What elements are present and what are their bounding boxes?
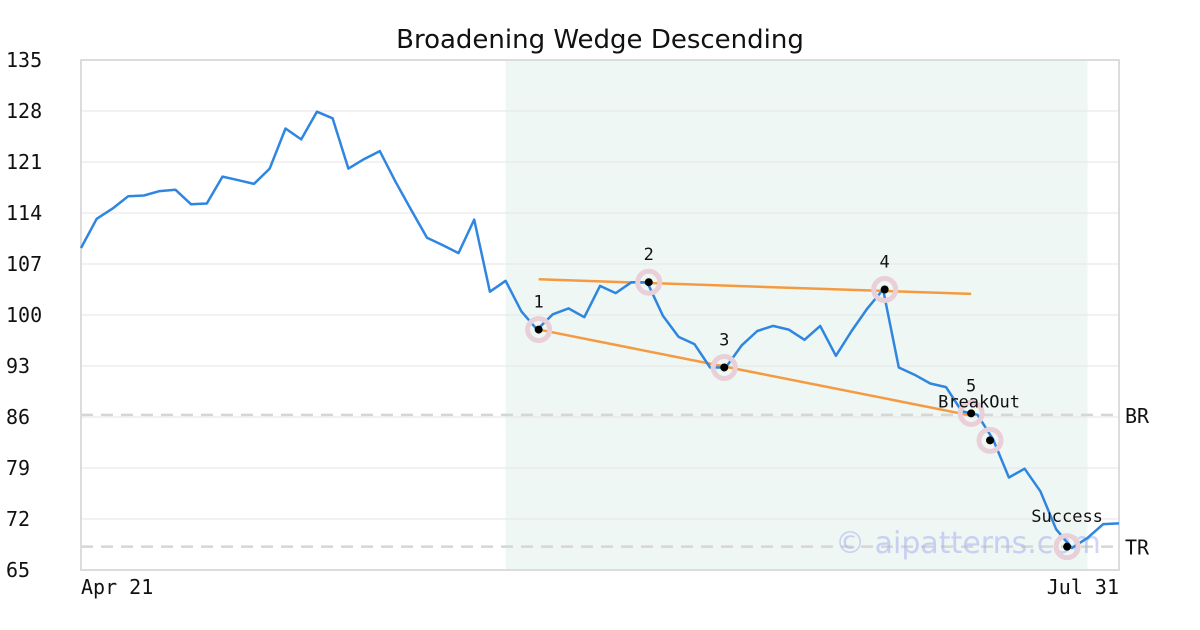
pattern-point-halo [976, 426, 1004, 454]
point-label: 1 [534, 293, 544, 313]
reference-line-label: TR [1125, 536, 1150, 560]
point-label: 4 [880, 253, 890, 273]
y-tick-label: 135 [6, 48, 42, 72]
pattern-point-halo [710, 353, 738, 381]
y-tick-label: 86 [6, 405, 30, 429]
pattern-point [967, 409, 976, 418]
point-label: 2 [644, 245, 654, 265]
price-line [79, 110, 1120, 550]
pattern-point [1063, 542, 1072, 551]
pattern-point [720, 363, 729, 372]
pattern-point-halo [635, 268, 663, 296]
pattern-point [534, 325, 543, 334]
pattern-point-halo [871, 276, 899, 303]
pattern-point [644, 278, 653, 287]
pattern-point-halo [525, 316, 553, 344]
y-tick-label: 79 [6, 456, 30, 480]
reference-line-label: BR [1125, 404, 1150, 428]
y-tick-label: 65 [6, 558, 30, 582]
pattern-point-halo [1053, 533, 1081, 561]
point-label: 3 [719, 330, 729, 350]
y-tick-label: 72 [6, 507, 30, 531]
annotation-label: Success [1031, 507, 1103, 527]
point-label: 5 [966, 376, 976, 396]
x-tick-label: Apr 21 [81, 575, 153, 599]
plot-frame [80, 59, 1120, 571]
annotation-label: BreakOut [938, 393, 1020, 413]
y-tick-label: 121 [6, 150, 42, 174]
chart-title: Broadening Wedge Descending [396, 25, 804, 55]
y-tick-label: 93 [6, 354, 30, 378]
y-tick-label: 114 [6, 201, 42, 225]
pattern-point-halo [957, 399, 985, 427]
x-tick-label: Jul 31 [1047, 575, 1119, 599]
pattern-point [880, 285, 889, 294]
y-tick-label: 100 [6, 303, 42, 327]
y-tick-label: 128 [6, 99, 42, 123]
pattern-point [986, 436, 995, 445]
trendline-upper [538, 278, 972, 296]
trendline-lower [538, 328, 972, 417]
y-tick-label: 107 [6, 252, 42, 276]
